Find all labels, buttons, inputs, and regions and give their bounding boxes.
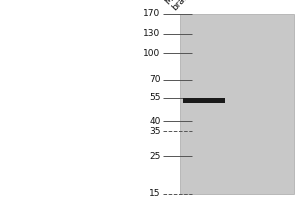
Text: 35: 35 bbox=[149, 127, 160, 136]
Bar bbox=[183, 98, 225, 103]
Text: 70: 70 bbox=[149, 75, 160, 84]
Text: 55: 55 bbox=[149, 93, 160, 102]
Text: 25: 25 bbox=[149, 152, 160, 161]
Text: 100: 100 bbox=[143, 49, 160, 58]
Text: 130: 130 bbox=[143, 29, 160, 38]
Text: 170: 170 bbox=[143, 9, 160, 19]
Text: 40: 40 bbox=[149, 117, 160, 126]
Bar bbox=[180, 14, 294, 194]
Text: 15: 15 bbox=[149, 190, 160, 198]
Text: Mouse
brain: Mouse brain bbox=[164, 0, 196, 12]
